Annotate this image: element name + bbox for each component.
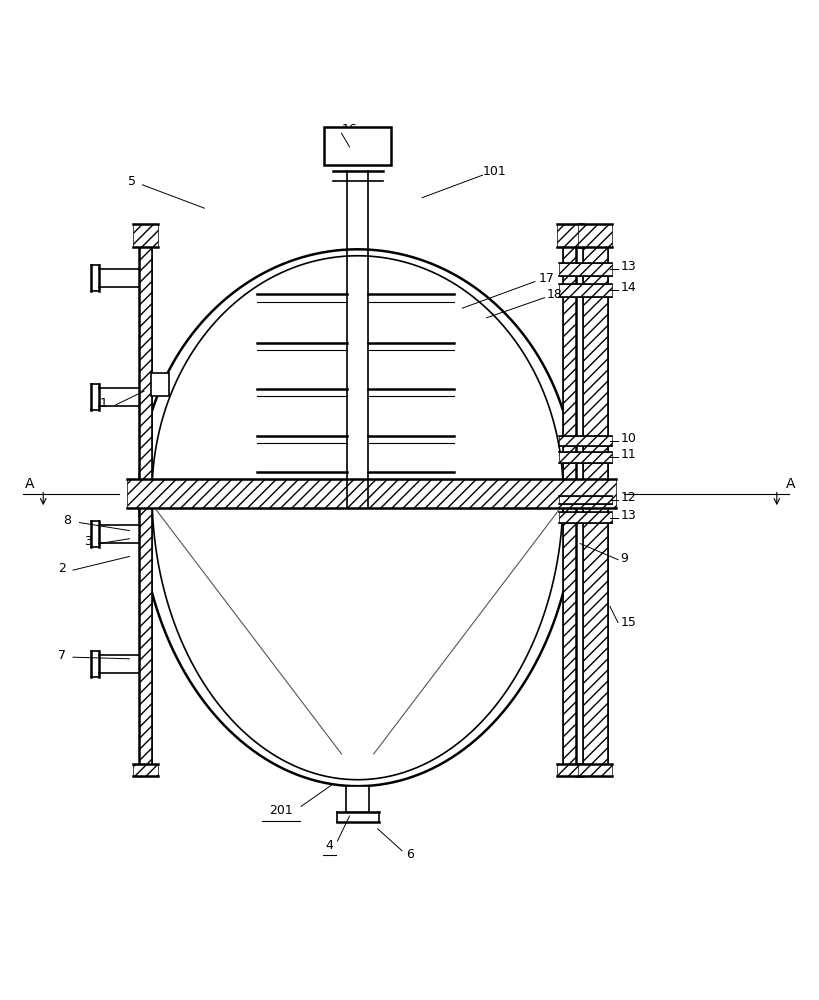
Text: 10: 10 bbox=[620, 432, 636, 445]
Text: 2: 2 bbox=[58, 562, 66, 575]
Bar bbox=[559, 284, 612, 297]
Text: A: A bbox=[785, 477, 794, 491]
Text: 3: 3 bbox=[84, 535, 92, 548]
Text: 8: 8 bbox=[63, 514, 71, 527]
Text: 17: 17 bbox=[538, 272, 554, 285]
Bar bbox=[133, 764, 158, 776]
Text: 101: 101 bbox=[482, 165, 506, 178]
Text: 1: 1 bbox=[100, 397, 107, 410]
Text: 13: 13 bbox=[620, 260, 636, 273]
Bar bbox=[559, 452, 612, 463]
Bar bbox=[581, 498, 608, 776]
Text: 18: 18 bbox=[546, 288, 563, 301]
Text: 5: 5 bbox=[128, 175, 136, 188]
Text: 12: 12 bbox=[620, 491, 636, 504]
Bar bbox=[326, 129, 388, 163]
Text: 9: 9 bbox=[620, 552, 627, 565]
Bar bbox=[127, 479, 616, 508]
Bar bbox=[559, 436, 612, 446]
Bar bbox=[348, 789, 366, 810]
Text: 7: 7 bbox=[57, 649, 66, 662]
Bar bbox=[133, 224, 158, 247]
Bar bbox=[563, 494, 576, 776]
Text: 14: 14 bbox=[620, 281, 636, 294]
Bar bbox=[139, 494, 152, 776]
Text: 11: 11 bbox=[620, 448, 636, 461]
Text: 4: 4 bbox=[325, 839, 333, 852]
Bar bbox=[581, 236, 608, 490]
Text: 13: 13 bbox=[620, 509, 636, 522]
Bar bbox=[151, 373, 169, 396]
Bar bbox=[153, 376, 168, 394]
Bar bbox=[324, 127, 391, 165]
Bar bbox=[577, 224, 612, 247]
Text: A: A bbox=[25, 477, 34, 491]
Bar bbox=[563, 236, 576, 494]
Text: 6: 6 bbox=[405, 848, 414, 861]
Bar bbox=[139, 236, 152, 494]
Bar bbox=[559, 263, 612, 276]
Bar bbox=[346, 786, 369, 812]
Text: 201: 201 bbox=[269, 804, 292, 817]
Text: 16: 16 bbox=[342, 123, 357, 136]
Bar bbox=[556, 764, 581, 776]
Bar bbox=[559, 496, 612, 504]
Bar bbox=[577, 764, 612, 776]
Bar bbox=[556, 224, 581, 247]
Text: 15: 15 bbox=[620, 616, 636, 629]
Bar bbox=[559, 512, 612, 523]
